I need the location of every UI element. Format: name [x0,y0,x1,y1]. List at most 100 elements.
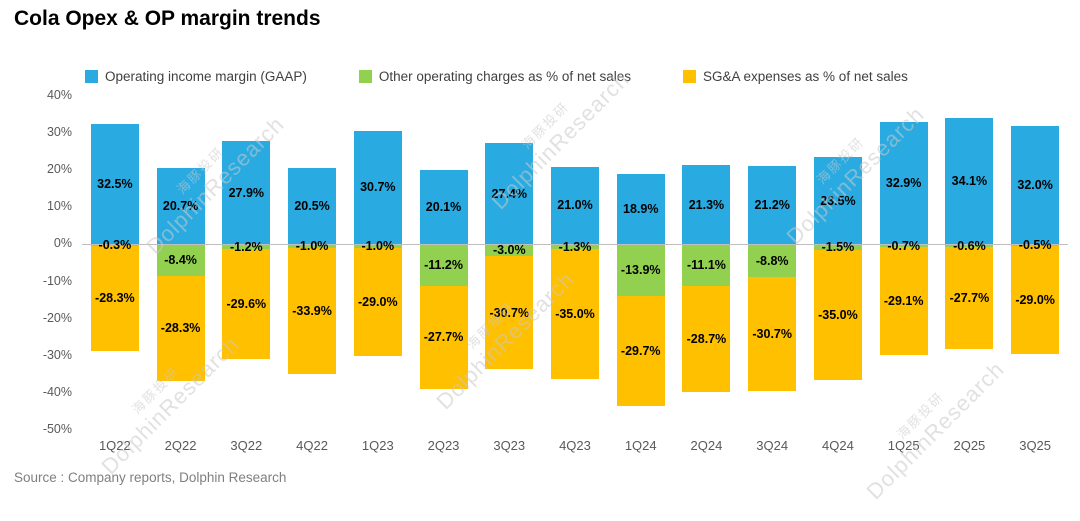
bar-segment-operating-income-margin [813,157,862,245]
legend-swatch [682,70,696,83]
bar-value-label: 21.0% [557,198,593,213]
legend-label: SG&A expenses as % of net sales [702,69,908,84]
y-axis-tick-label: 0% [53,236,72,251]
bar-value-label: -28.7% [686,331,727,346]
bar-value-label: -11.1% [686,258,726,273]
bar-value-label: 20.1% [425,200,462,215]
chart-title: Cola Opex & OP margin trends [14,7,321,30]
source-note: Source : Company reports, Dolphin Resear… [14,470,287,485]
bar-value-label: -35.0% [555,307,595,322]
y-axis-tick-label: 20% [46,162,72,177]
x-axis-category-label: 4Q22 [296,438,328,453]
bar-value-label: -0.7% [887,238,920,253]
bar-segment-sga-expenses [353,248,402,356]
bar-segment-other-operating-charges [156,244,205,276]
bar-segment-other-operating-charges [419,244,468,286]
bar-segment-other-operating-charges [1011,244,1060,247]
bar-segment-operating-income-margin [748,165,797,245]
y-axis-tick-label: -50% [42,422,72,436]
bar-value-label: -1.5% [821,240,855,255]
bar-segment-other-operating-charges [90,244,139,246]
bar-value-label: -29.0% [357,294,398,309]
bar-segment-operating-income-margin [288,168,337,245]
bar-value-label: -0.5% [1018,238,1052,253]
bar-value-label: 27.4% [491,186,527,201]
bar-value-label: 23.5% [820,193,856,208]
bar-segment-other-operating-charges [813,244,862,250]
bar-segment-sga-expenses [879,247,928,356]
bar-segment-other-operating-charges [945,244,994,247]
bar-value-label: -0.6% [953,238,986,253]
legend-item: Other operating charges as % of net sale… [358,69,631,84]
bar-segment-sga-expenses [748,277,797,392]
bar-segment-sga-expenses [682,285,731,393]
bar-value-label: 34.1% [951,174,988,189]
bar-segment-sga-expenses [485,255,534,370]
bar-value-label: -29.1% [883,294,924,309]
bar-segment-sga-expenses [90,245,139,351]
zero-axis-line [82,243,1068,245]
y-axis-tick-label: -10% [42,273,72,288]
bar-value-label: -33.9% [292,304,332,319]
y-axis-tick-label: 40% [46,88,72,102]
x-axis-category-label: 2Q25 [953,438,986,453]
bar-segment-sga-expenses [1011,246,1060,354]
bar-value-label: -35.0% [818,307,858,322]
bar-value-label: 21.2% [754,198,790,213]
bar-segment-other-operating-charges [551,244,599,250]
bar-value-label: -28.3% [95,291,135,306]
bar-value-label: -13.9% [620,263,661,278]
x-axis-category-label: 1Q23 [361,438,394,453]
y-axis-tick-label: -20% [42,310,72,325]
bar-value-label: -29.6% [226,296,267,311]
bar-value-label: 27.9% [228,185,265,200]
bar-segment-other-operating-charges [879,244,928,248]
x-axis-category-label: 4Q24 [822,438,854,453]
legend-label: Other operating charges as % of net sale… [378,69,631,84]
bar-segment-operating-income-margin [682,165,731,245]
y-axis-tick-label: 10% [46,199,72,214]
y-axis-tick-label: -30% [42,347,72,362]
bar-value-label: -30.7% [489,305,530,320]
x-axis-category-label: 1Q24 [624,438,657,453]
bar-segment-sga-expenses [288,248,337,374]
bar-value-label: -29.0% [1015,293,1055,308]
bar-value-label: 20.7% [162,199,199,214]
bar-segment-other-operating-charges [353,244,402,249]
bar-value-label: -0.3% [98,238,132,252]
bar-segment-other-operating-charges [616,244,665,297]
bar-segment-operating-income-margin [156,167,205,245]
bar-segment-operating-income-margin [222,140,271,245]
bar-value-label: -28.3% [160,321,201,336]
bar-value-label: -27.7% [423,330,464,345]
bar-value-label: -3.0% [492,243,526,257]
bar-value-label: 30.7% [360,180,396,195]
bar-segment-operating-income-margin [1011,125,1060,245]
bar-value-label: -11.2% [424,258,463,273]
bar-value-label: -1.0% [361,239,395,254]
bar-segment-other-operating-charges [485,244,534,256]
x-axis-category-label: 3Q23 [493,438,526,453]
bar-segment-operating-income-margin [485,142,534,245]
bar-value-label: -30.7% [752,327,792,342]
bar-value-label: -1.3% [558,239,592,254]
bar-value-label: -1.2% [230,239,263,254]
x-axis-category-label: 1Q22 [98,438,131,453]
bar-value-label: -29.7% [620,344,661,359]
x-axis-category-label: 3Q24 [756,438,789,453]
bar-segment-sga-expenses [813,250,862,380]
bar-value-label: -1.0% [295,239,329,254]
legend: Operating income margin (GAAP) Other oper… [85,69,908,84]
bar-segment-other-operating-charges [682,244,731,286]
bar-value-label: 32.5% [97,177,133,192]
bar-segment-operating-income-margin [353,130,402,245]
bar-value-label: -8.4% [164,253,197,268]
legend-swatch [85,70,98,83]
x-axis-category-label: 1Q25 [887,438,920,453]
bar-value-label: -27.7% [949,291,990,306]
bar-segment-sga-expenses [616,296,665,407]
legend-item: SG&A expenses as % of net sales [682,69,908,84]
bar-segment-sga-expenses [156,275,205,381]
bar-segment-sga-expenses [222,248,271,359]
